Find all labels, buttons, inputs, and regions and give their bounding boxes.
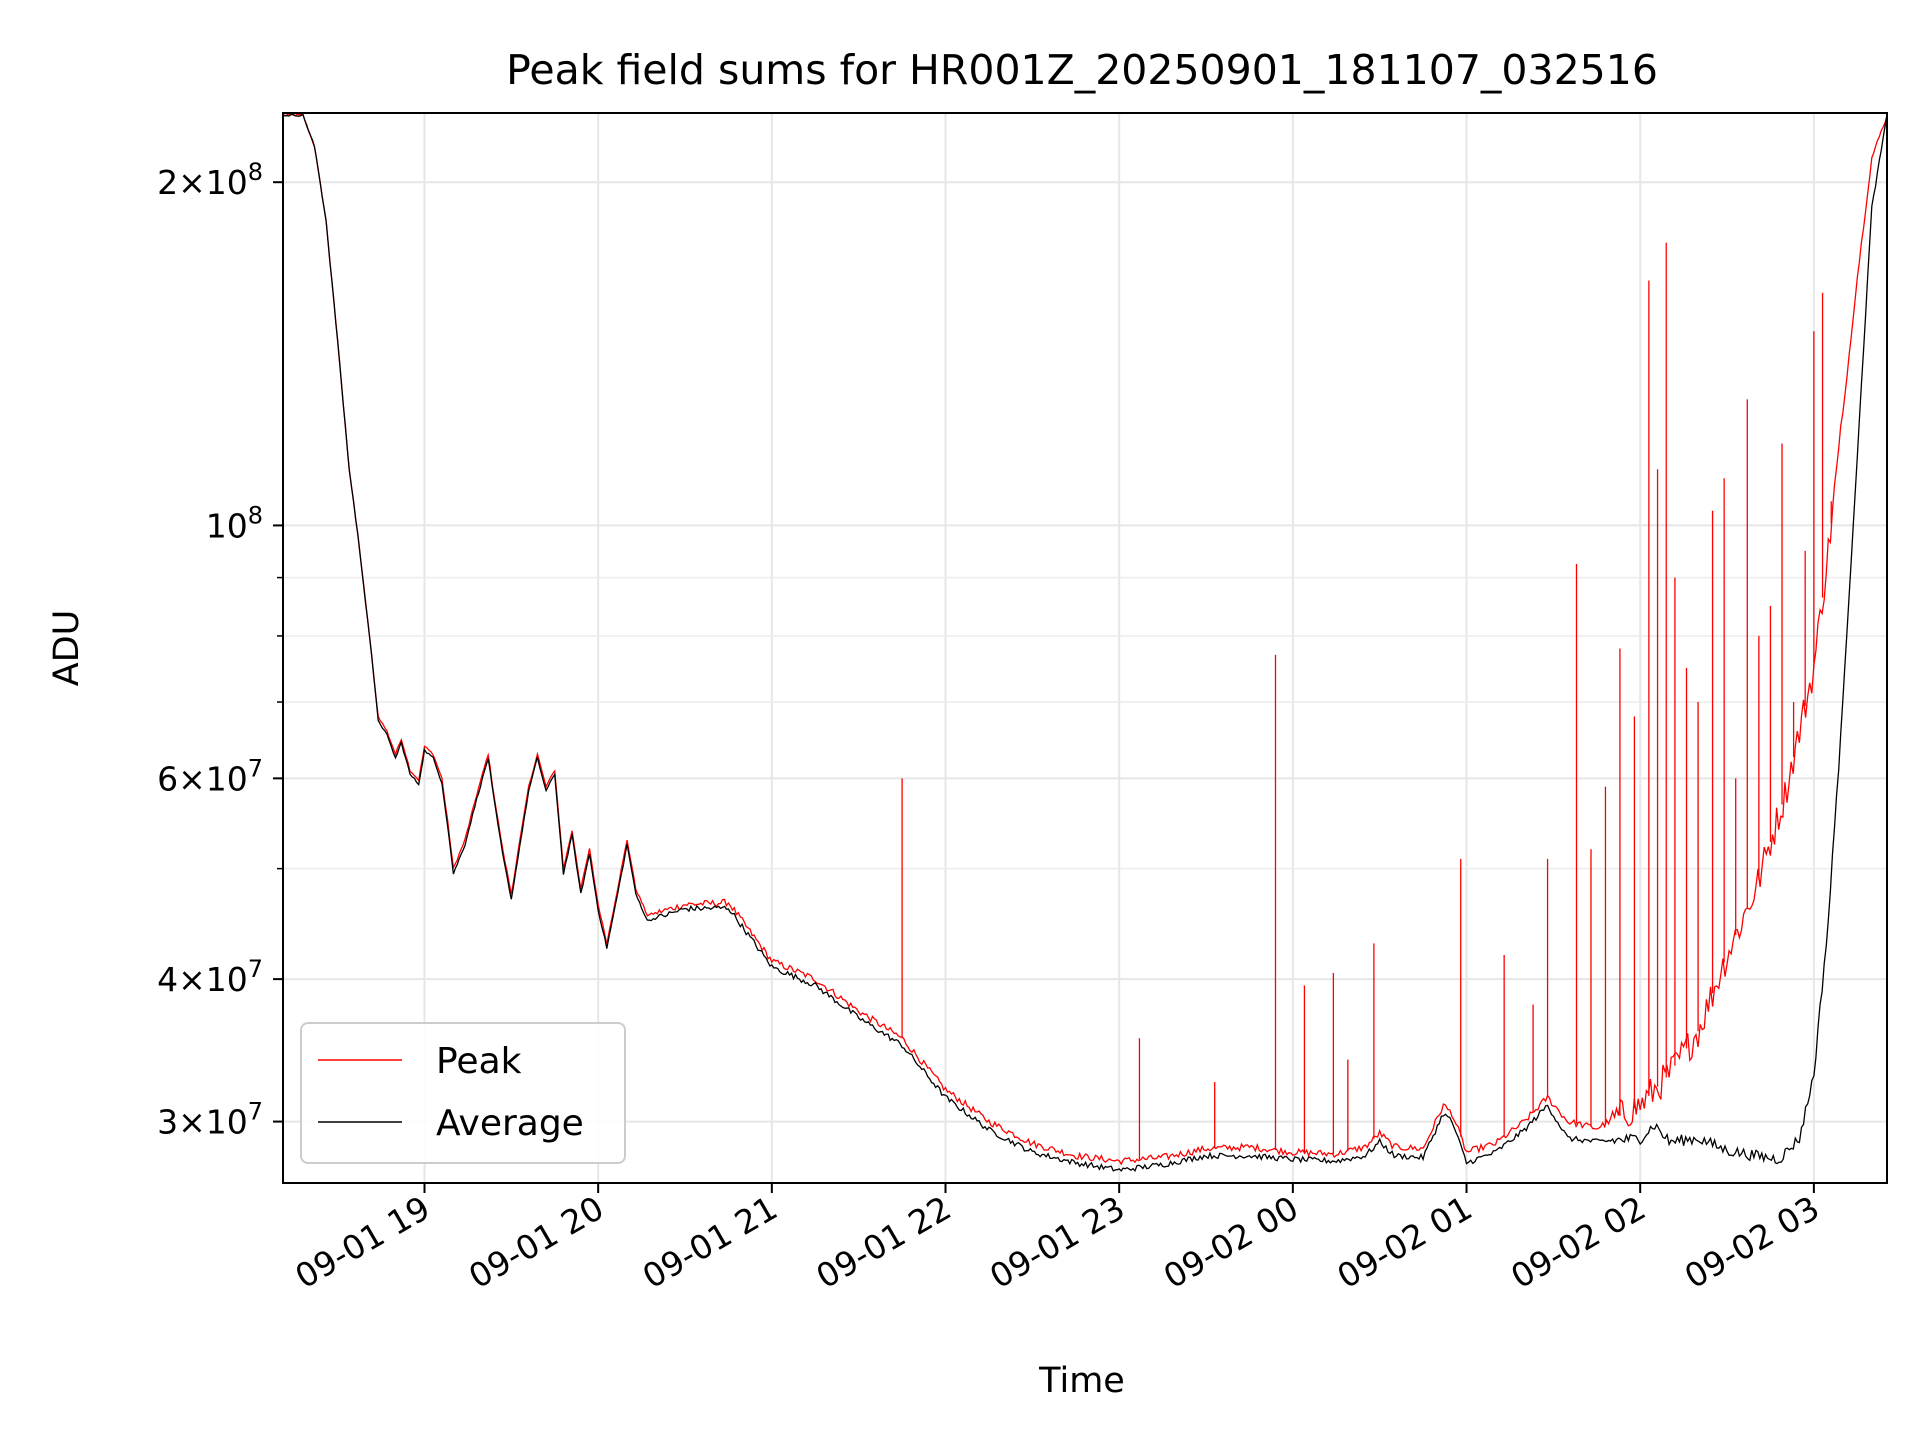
x-axis-label: Time bbox=[1038, 1361, 1125, 1401]
legend: Peak Average bbox=[300, 1022, 626, 1164]
y-tick-label: 108 bbox=[206, 501, 263, 545]
chart-title: Peak field sums for HR001Z_20250901_1811… bbox=[506, 46, 1658, 94]
legend-peak-label: Peak bbox=[436, 1041, 522, 1082]
y-tick-label: 6×107 bbox=[157, 754, 263, 798]
plot-area bbox=[283, 113, 1887, 1173]
legend-box bbox=[300, 1022, 626, 1164]
average-series-line bbox=[283, 113, 1887, 1173]
y-tick-label: 2×108 bbox=[157, 158, 263, 202]
peak-series-line bbox=[283, 113, 1887, 1166]
legend-average-label: Average bbox=[436, 1103, 584, 1144]
y-tick-label: 3×107 bbox=[157, 1098, 263, 1142]
y-axis-label: ADU bbox=[47, 610, 87, 687]
y-axis: 3×107 4×107 6×107 108 2×108 bbox=[157, 158, 283, 1142]
y-tick-label: 4×107 bbox=[157, 955, 263, 999]
plot-frame bbox=[282, 112, 1888, 1184]
